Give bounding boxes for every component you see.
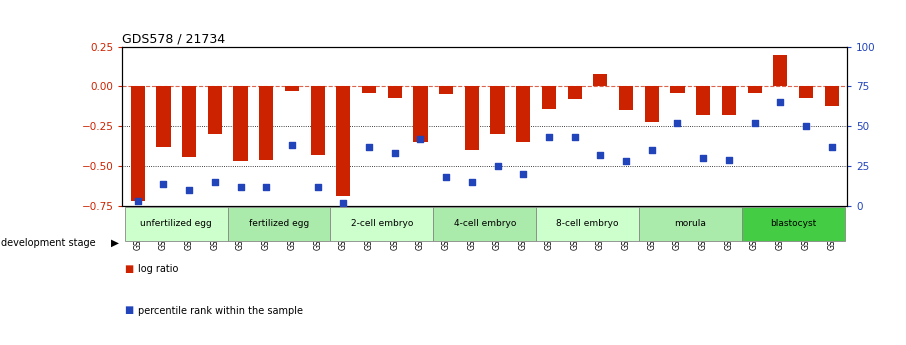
Text: 2-cell embryo: 2-cell embryo (351, 219, 413, 228)
Bar (130, 87, 145, 201)
Bar (413, 87, 428, 142)
Bar (670, 87, 685, 93)
Point (773, 100, 787, 105)
Bar (207, 87, 222, 134)
Bar (742, 207, 844, 241)
Bar (536, 207, 639, 241)
Bar (336, 87, 351, 197)
Point (388, 151, 402, 156)
Text: percentile rank within the sample: percentile rank within the sample (138, 306, 303, 315)
Point (413, 136, 428, 142)
Point (361, 144, 376, 150)
Point (130, 198, 145, 204)
Bar (619, 87, 633, 110)
Point (439, 175, 453, 180)
Point (156, 181, 170, 187)
Bar (567, 87, 582, 99)
Text: log ratio: log ratio (138, 264, 178, 274)
Bar (516, 87, 530, 142)
Text: 8-cell embryo: 8-cell embryo (556, 219, 619, 228)
Bar (645, 87, 659, 121)
Text: ■: ■ (124, 306, 133, 315)
Point (542, 135, 556, 140)
Bar (284, 87, 299, 91)
Point (207, 179, 222, 185)
Bar (227, 207, 331, 241)
Point (696, 156, 710, 161)
Point (670, 120, 685, 126)
Point (336, 200, 351, 206)
Bar (490, 87, 505, 134)
Text: unfertilized egg: unfertilized egg (140, 219, 212, 228)
Bar (824, 87, 839, 106)
Bar (331, 207, 433, 241)
Bar (542, 87, 556, 109)
Bar (696, 87, 710, 115)
Text: fertilized egg: fertilized egg (249, 219, 309, 228)
Point (284, 143, 299, 148)
Bar (773, 55, 787, 87)
Bar (593, 74, 607, 87)
Bar (362, 87, 376, 93)
Text: blastocyst: blastocyst (770, 219, 816, 228)
Bar (125, 207, 227, 241)
Bar (182, 87, 197, 157)
Text: GDS578 / 21734: GDS578 / 21734 (122, 32, 226, 46)
Text: morula: morula (674, 219, 707, 228)
Text: development stage: development stage (1, 238, 95, 248)
Bar (157, 87, 170, 147)
Bar (259, 87, 274, 160)
Bar (234, 87, 247, 161)
Point (799, 124, 814, 129)
Text: ■: ■ (124, 264, 133, 274)
Point (182, 187, 197, 193)
Bar (311, 87, 324, 155)
Bar (439, 87, 453, 95)
Point (593, 152, 608, 158)
Point (644, 147, 659, 153)
Point (465, 179, 479, 185)
Point (490, 164, 505, 169)
Point (619, 159, 633, 164)
Point (722, 157, 737, 162)
Bar (747, 87, 762, 93)
Point (824, 144, 839, 150)
Point (259, 184, 274, 190)
Point (311, 184, 325, 190)
Text: ▶: ▶ (111, 238, 119, 248)
Point (747, 120, 762, 126)
Text: 4-cell embryo: 4-cell embryo (454, 219, 516, 228)
Bar (639, 207, 742, 241)
Bar (722, 87, 736, 115)
Bar (799, 87, 813, 98)
Bar (388, 87, 402, 98)
Point (233, 184, 247, 190)
Bar (465, 87, 479, 150)
Bar (433, 207, 536, 241)
Point (516, 171, 531, 177)
Point (567, 135, 582, 140)
